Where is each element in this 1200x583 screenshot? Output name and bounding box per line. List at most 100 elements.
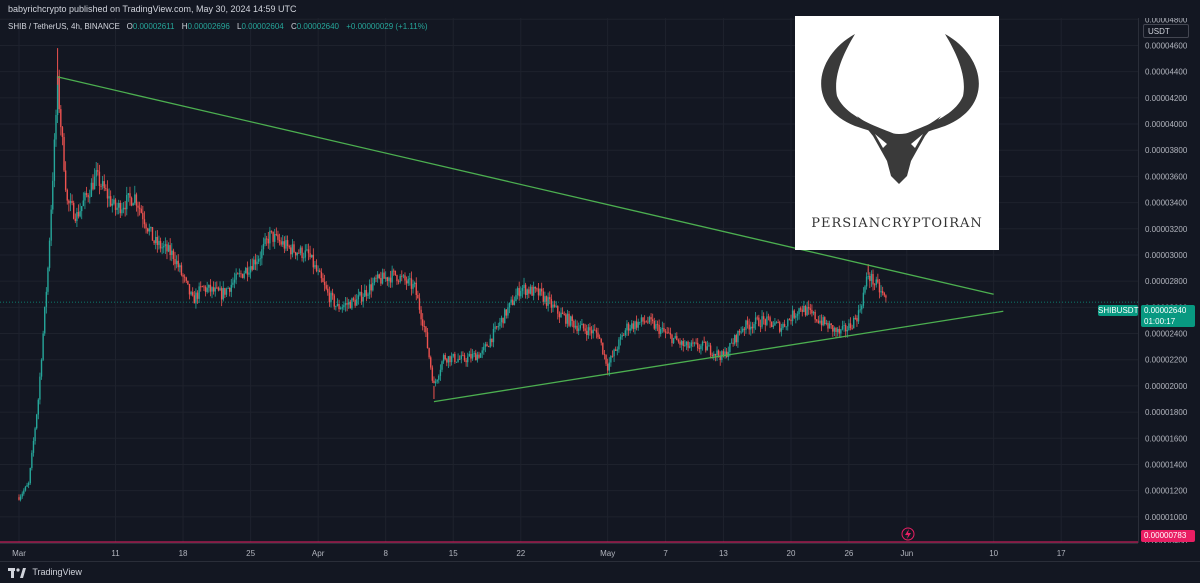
tradingview-logo-text[interactable]: TradingView <box>32 567 82 577</box>
candle-body <box>42 333 44 360</box>
candle-body <box>881 291 884 294</box>
candle-body <box>552 304 554 308</box>
y-tick-label: 0.00001400 <box>1145 460 1188 469</box>
candle-body <box>454 353 456 363</box>
candle-body <box>843 325 845 327</box>
candle-body <box>291 244 294 255</box>
candle-body <box>386 277 389 282</box>
candle-body <box>478 354 480 358</box>
candle-body <box>261 249 263 259</box>
x-tick-label: May <box>600 549 615 558</box>
candle-body <box>873 284 876 286</box>
candle-body <box>365 290 368 296</box>
candle-body <box>820 320 823 326</box>
candle-body <box>217 287 220 291</box>
candle-body <box>77 212 80 217</box>
currency-selector[interactable]: USDT <box>1143 24 1189 38</box>
candle-body <box>116 207 118 210</box>
candle-body <box>502 317 504 324</box>
candle-body <box>634 321 636 330</box>
candle-body <box>470 353 472 359</box>
candle-body <box>507 307 509 316</box>
candle-body <box>483 346 485 351</box>
legend-open-label: O <box>126 22 133 31</box>
candle-body <box>767 316 770 318</box>
candle-body <box>105 188 107 190</box>
candle-body <box>561 312 564 315</box>
candle-body <box>290 247 292 255</box>
candle-body <box>515 295 517 302</box>
candle-body <box>626 323 628 331</box>
candle-body <box>328 292 331 303</box>
candle-body <box>737 331 739 343</box>
candle-body <box>240 273 242 275</box>
candle-body <box>705 341 707 351</box>
x-tick-label: 26 <box>844 549 853 558</box>
candle-body <box>433 380 435 384</box>
candle-body <box>603 354 606 355</box>
candle-body <box>878 282 881 293</box>
candle-body <box>270 230 273 232</box>
candle-body <box>323 281 326 286</box>
y-tick-label: 0.00004600 <box>1145 41 1188 50</box>
candle-body <box>90 182 93 197</box>
price-axis[interactable]: 0.00004800 0.00004600 0.00004400 0.00004200… <box>1138 15 1200 548</box>
candle-body <box>455 361 458 363</box>
candle-body <box>362 297 364 302</box>
candle-body <box>312 254 315 268</box>
legend-symbol[interactable]: SHIB / TetherUS, 4h, BINANCE <box>8 22 120 31</box>
candle-body <box>606 363 609 371</box>
candle-body <box>447 356 450 363</box>
candle-body <box>722 351 725 357</box>
candle-body <box>410 278 413 289</box>
candle-body <box>68 200 70 204</box>
candle-body <box>161 247 163 249</box>
candle-body <box>192 292 194 296</box>
candle-body <box>828 323 831 329</box>
chart-area[interactable] <box>0 18 1138 543</box>
candle-body <box>100 185 102 187</box>
candle-body <box>327 288 329 293</box>
candle-body <box>180 265 183 275</box>
candle-body <box>862 292 865 306</box>
candle-body <box>883 293 885 296</box>
candle-body <box>61 127 64 138</box>
candle-body <box>631 323 633 329</box>
candle-body <box>159 240 162 249</box>
candle-body <box>788 319 791 321</box>
x-tick-label: 17 <box>1057 549 1066 558</box>
candle-body <box>809 308 811 310</box>
y-tick-label: 0.00004000 <box>1145 120 1188 129</box>
time-axis[interactable]: Mar 11 18 25 Apr 8 15 22 May 7 13 20 26 Jun 10 17 <box>0 543 1138 561</box>
candle-body <box>539 288 541 296</box>
candle-body <box>19 496 22 500</box>
candle-body <box>405 280 408 284</box>
candle-body <box>598 337 601 339</box>
candle-body <box>505 309 508 316</box>
trendline-lower[interactable] <box>433 310 1004 403</box>
brand-text: PERSIANCRYPTOIRAN <box>811 216 983 231</box>
candle-body <box>476 354 479 361</box>
y-tick-label: 0.00002800 <box>1145 277 1188 286</box>
footer: TradingView <box>0 561 1200 583</box>
trendline-upper[interactable] <box>57 76 994 295</box>
candle-body <box>150 227 152 229</box>
candle-body <box>393 270 395 272</box>
candle-body <box>869 275 871 281</box>
candle-body <box>618 339 620 350</box>
candle-body <box>52 180 54 210</box>
candlestick-chart[interactable] <box>0 18 1138 543</box>
candle-body <box>471 354 474 359</box>
candle-body <box>774 322 776 326</box>
candle-body <box>468 353 471 357</box>
x-tick-label: Apr <box>312 549 325 558</box>
candle-body <box>283 241 286 249</box>
candle-body <box>748 324 750 330</box>
candle-body <box>423 326 425 327</box>
candle-body <box>814 311 816 320</box>
candle-body <box>378 274 380 278</box>
candle-body <box>529 286 532 294</box>
tradingview-logo-icon[interactable] <box>8 567 26 578</box>
lightning-icon[interactable] <box>901 527 915 541</box>
